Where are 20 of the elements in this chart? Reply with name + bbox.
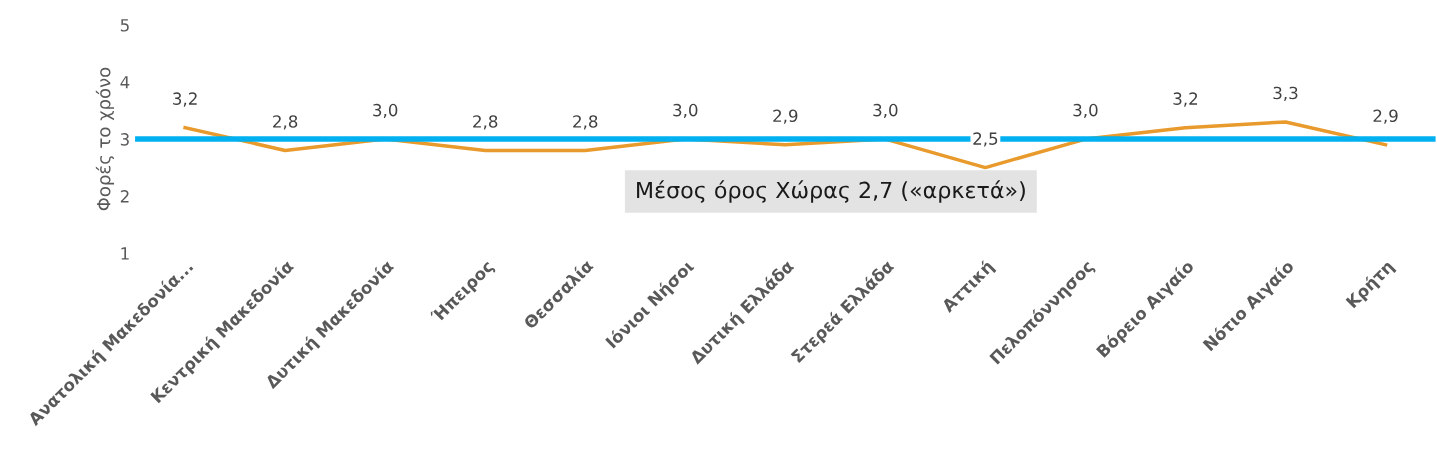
data-label: 3,0	[873, 103, 898, 119]
annotation: Μέσος όρος Χώρας 2,7 («αρκετά»)	[637, 180, 1025, 203]
data-label: 3,0	[1073, 103, 1098, 119]
data-label: 2,8	[573, 115, 598, 130]
data-label: 2,5	[973, 132, 998, 147]
y-tick-label: 3	[120, 133, 129, 146]
data-label: 2,8	[473, 115, 498, 130]
data-label: 3,2	[173, 92, 197, 107]
y-tick-label: 1	[121, 247, 129, 260]
data-label: 3,3	[1273, 86, 1298, 101]
data-label: 3,2	[1173, 92, 1198, 107]
data-label: 3,0	[673, 103, 698, 119]
data-label: 2,9	[1373, 109, 1398, 124]
y-axis-title: Φορές το χρόνο	[95, 67, 115, 211]
y-tick-label: 4	[120, 76, 130, 89]
data-label: 3,0	[373, 103, 398, 119]
y-tick-label: 5	[120, 19, 129, 32]
y-tick-label: 2	[120, 190, 129, 203]
data-label: 2,8	[273, 115, 298, 130]
data-label: 2,9	[773, 109, 798, 124]
